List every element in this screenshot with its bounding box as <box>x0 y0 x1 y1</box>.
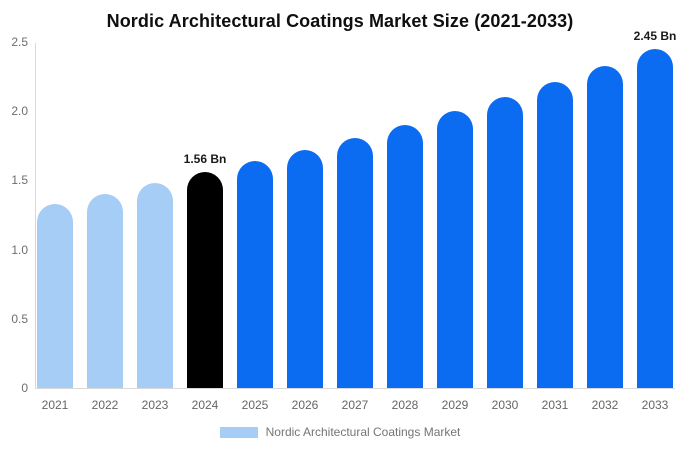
y-tick-label: 0.5 <box>11 311 28 326</box>
bar-2026[interactable] <box>287 149 323 388</box>
x-axis-label-2024: 2024 <box>191 398 219 412</box>
x-axis-label-2033: 2033 <box>641 398 669 412</box>
legend-label: Nordic Architectural Coatings Market <box>265 425 461 439</box>
y-tick-label: 1.5 <box>11 173 28 188</box>
y-tick-label: 0 <box>21 381 28 395</box>
x-axis-line <box>35 388 675 389</box>
value-label-2024: 1.56 Bn <box>183 152 227 167</box>
bar-2033[interactable] <box>637 48 673 388</box>
y-tick-label: 2.0 <box>11 104 28 119</box>
bar-2030[interactable] <box>487 97 523 388</box>
bar-2024[interactable] <box>187 172 223 388</box>
bar-2022[interactable] <box>87 194 123 388</box>
bar-2029[interactable] <box>437 111 473 388</box>
legend-swatch <box>219 426 258 438</box>
x-axis-label-2021: 2021 <box>41 398 69 412</box>
x-axis-label-2030: 2030 <box>491 398 519 412</box>
bar-2025[interactable] <box>237 161 273 388</box>
y-axis-line <box>35 43 36 389</box>
chart-title: Nordic Architectural Coatings Market Siz… <box>106 11 574 31</box>
y-tick-label: 2.5 <box>11 35 28 49</box>
x-axis-label-2032: 2032 <box>591 398 619 412</box>
x-axis-label-2027: 2027 <box>341 398 369 412</box>
x-axis-label-2026: 2026 <box>291 398 319 412</box>
bar-2021[interactable] <box>37 203 73 388</box>
plot-area: 2021 2022 2023 2024 2025 2026 2027 2028 2029 2030… <box>35 0 680 450</box>
x-axis-label-2028: 2028 <box>391 398 419 412</box>
x-axis-label-2029: 2029 <box>441 398 469 412</box>
value-label-2033: 2.45 Bn <box>633 28 677 43</box>
bar-2028[interactable] <box>387 125 423 388</box>
bar-2031[interactable] <box>537 82 573 388</box>
x-axis-label-2031: 2031 <box>541 398 569 412</box>
bar-2032[interactable] <box>587 65 623 388</box>
y-axis: 0 0.5 1.0 1.5 2.0 2.5 <box>0 0 30 400</box>
x-axis-label-2025: 2025 <box>241 398 269 412</box>
y-tick-label: 1.0 <box>11 242 28 257</box>
x-axis-label-2022: 2022 <box>91 398 119 412</box>
bar-2023[interactable] <box>137 183 173 388</box>
x-axis-label-2023: 2023 <box>141 398 169 412</box>
bar-2027[interactable] <box>337 137 373 388</box>
legend: Nordic Architectural Coatings Market <box>0 425 680 439</box>
